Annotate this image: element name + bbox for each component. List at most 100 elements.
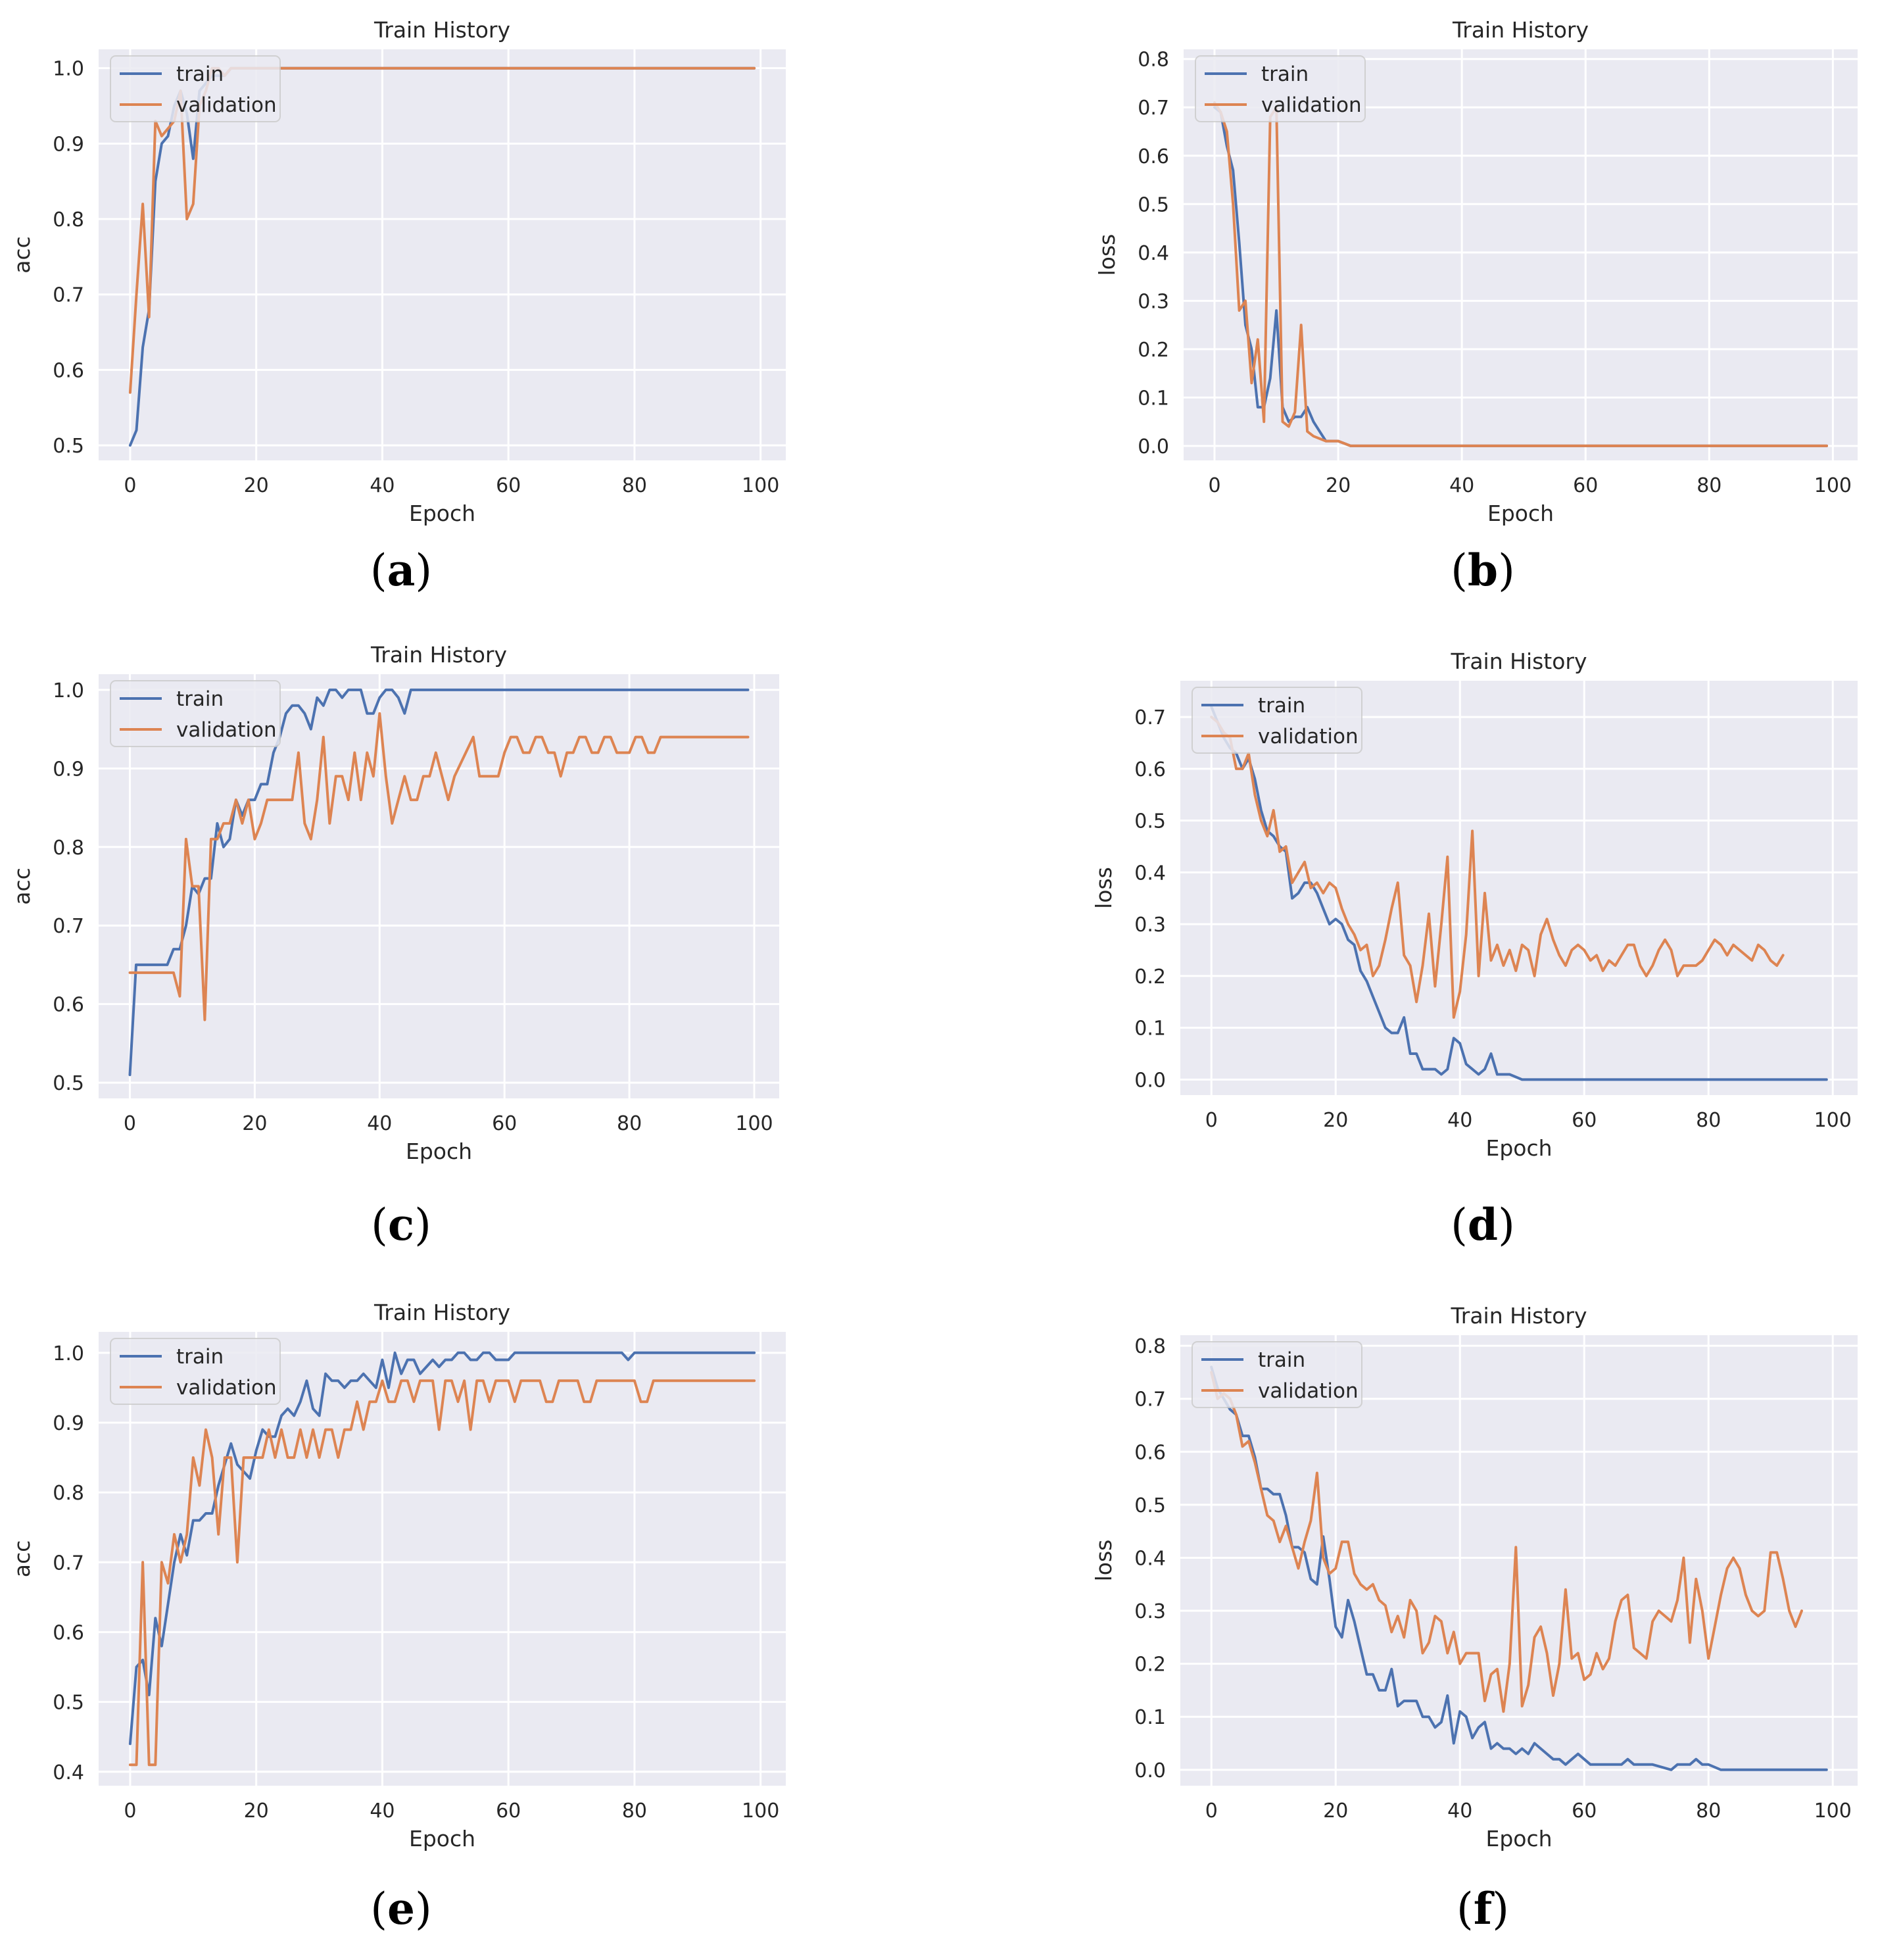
series-line-validation bbox=[128, 1379, 756, 1767]
caption-paren-close: ) bbox=[1498, 1200, 1515, 1250]
x-tick-label: 0 bbox=[1208, 474, 1220, 497]
chart-a: 0 20 40 60 80 100 0.5 0.6 0.7 0.8 0.9 1.0 Train Hist… bbox=[9, 17, 786, 596]
legend-label-train: train bbox=[1258, 1348, 1305, 1372]
y-tick-label: 0.6 bbox=[53, 1621, 84, 1644]
legend: train validation bbox=[1192, 1341, 1362, 1408]
legend: train validation bbox=[1195, 55, 1366, 122]
caption-letter: e bbox=[387, 1883, 415, 1934]
caption-letter: a bbox=[387, 545, 416, 596]
caption-paren-open: ( bbox=[1457, 1884, 1474, 1934]
x-tick-label: 80 bbox=[1696, 1800, 1721, 1823]
y-tick-label: 0.4 bbox=[53, 1761, 84, 1784]
y-tick-label: 0.7 bbox=[53, 284, 84, 307]
y-tick-label: 0.3 bbox=[1134, 1600, 1166, 1623]
y-tick-label: 1.0 bbox=[53, 1342, 84, 1365]
y-tick-label: 0.7 bbox=[1134, 706, 1166, 729]
caption: (b) bbox=[1451, 545, 1515, 596]
y-tick-label: 0.9 bbox=[53, 1412, 84, 1435]
series-line-train bbox=[1210, 1365, 1828, 1771]
legend-label-validation: validation bbox=[1258, 725, 1359, 748]
legend-label-validation: validation bbox=[176, 1376, 277, 1400]
x-axis-label: Epoch bbox=[406, 1139, 472, 1164]
caption-paren-open: ( bbox=[1451, 1200, 1468, 1250]
series-line-train bbox=[1210, 705, 1828, 1081]
y-tick-label: 0.2 bbox=[1134, 1654, 1166, 1677]
x-tick-label: 20 bbox=[1326, 474, 1351, 497]
chart-d: 0 20 40 60 80 100 0.0 0.1 0.2 0.3 0.4 0.5 0.6 0.7 Trai… bbox=[1091, 649, 1858, 1250]
x-tick-label: 20 bbox=[244, 1800, 269, 1823]
legend-label-train: train bbox=[176, 1345, 224, 1369]
plot-area bbox=[1180, 1335, 1858, 1786]
caption-letter: d bbox=[1468, 1199, 1498, 1250]
y-tick-label: 0.6 bbox=[1138, 145, 1169, 168]
chart-title: Train History bbox=[1452, 17, 1589, 43]
caption-paren-close: ) bbox=[1492, 1884, 1509, 1934]
x-tick-label: 40 bbox=[1449, 474, 1474, 497]
x-tick-label: 100 bbox=[735, 1112, 773, 1135]
y-tick-label: 0.7 bbox=[53, 915, 84, 938]
caption-paren-open: ( bbox=[1451, 545, 1468, 596]
legend-label-train: train bbox=[1261, 62, 1309, 86]
caption: (a) bbox=[370, 545, 432, 596]
y-tick-label: 0.9 bbox=[53, 758, 84, 781]
series-line-validation bbox=[1210, 716, 1785, 1019]
y-tick-label: 0.8 bbox=[1138, 49, 1169, 72]
x-tick-label: 60 bbox=[1572, 1800, 1597, 1823]
series-line-train bbox=[128, 1351, 756, 1746]
y-axis-label: acc bbox=[9, 868, 35, 905]
y-tick-label: 0.0 bbox=[1134, 1759, 1166, 1782]
y-axis-label: loss bbox=[1091, 1540, 1117, 1582]
x-axis-label: Epoch bbox=[1487, 501, 1554, 526]
y-tick-label: 0.5 bbox=[53, 1072, 84, 1095]
y-tick-label: 0.5 bbox=[53, 435, 84, 458]
y-axis-label: acc bbox=[9, 236, 35, 274]
x-tick-label: 0 bbox=[1205, 1109, 1218, 1132]
chart-c: 0 20 40 60 80 100 0.5 0.6 0.7 0.8 0.9 1.0 Train Hist… bbox=[9, 642, 779, 1250]
x-tick-label: 80 bbox=[1696, 1109, 1721, 1132]
legend-label-validation: validation bbox=[1258, 1379, 1359, 1403]
caption-paren-open: ( bbox=[371, 1200, 388, 1250]
caption: (c) bbox=[371, 1199, 431, 1250]
y-tick-label: 0.7 bbox=[1134, 1388, 1166, 1411]
chart-f: 0 20 40 60 80 100 0.0 0.1 0.2 0.3 0.4 0.5 0.6 0.7 0.8 T… bbox=[1091, 1303, 1858, 1934]
x-tick-label: 40 bbox=[1447, 1800, 1472, 1823]
caption-paren-open: ( bbox=[370, 545, 387, 596]
caption-paren-close: ) bbox=[415, 545, 432, 596]
x-tick-label: 100 bbox=[1814, 1800, 1852, 1823]
x-tick-label: 80 bbox=[617, 1112, 642, 1135]
chart-title: Train History bbox=[373, 1300, 510, 1325]
caption-paren-open: ( bbox=[370, 1884, 387, 1934]
legend: train validation bbox=[110, 1338, 281, 1405]
chart-title: Train History bbox=[373, 17, 510, 43]
y-tick-label: 1.0 bbox=[53, 679, 84, 702]
legend-label-validation: validation bbox=[176, 93, 277, 117]
y-tick-label: 0.5 bbox=[1134, 1494, 1166, 1517]
x-tick-label: 20 bbox=[1323, 1109, 1348, 1132]
y-tick-label: 0.9 bbox=[53, 133, 84, 156]
legend-label-train: train bbox=[176, 687, 224, 711]
caption-letter: b bbox=[1468, 545, 1498, 596]
y-tick-label: 0.2 bbox=[1134, 966, 1166, 989]
chart-title: Train History bbox=[1450, 1303, 1587, 1329]
y-tick-label: 0.8 bbox=[53, 837, 84, 860]
y-tick-label: 0.6 bbox=[53, 994, 84, 1017]
caption: (d) bbox=[1451, 1199, 1515, 1250]
x-axis-label: Epoch bbox=[409, 1826, 475, 1851]
y-axis-label: loss bbox=[1091, 867, 1117, 909]
x-tick-label: 80 bbox=[622, 1800, 647, 1823]
chart-b: 0 20 40 60 80 100 0.0 0.1 0.2 0.3 0.4 0.5 0.6 0.7 0.8 T… bbox=[1094, 17, 1858, 596]
y-tick-label: 0.3 bbox=[1134, 914, 1166, 937]
x-tick-label: 60 bbox=[492, 1112, 517, 1135]
x-tick-label: 60 bbox=[496, 474, 521, 497]
x-tick-label: 80 bbox=[622, 474, 647, 497]
legend-label-validation: validation bbox=[1261, 93, 1362, 117]
y-tick-label: 0.1 bbox=[1134, 1017, 1166, 1041]
x-tick-label: 0 bbox=[1205, 1800, 1218, 1823]
legend: train validation bbox=[110, 680, 281, 747]
x-tick-label: 20 bbox=[244, 474, 269, 497]
legend-label-train: train bbox=[176, 62, 224, 86]
x-tick-label: 100 bbox=[1814, 1109, 1852, 1132]
chart-title: Train History bbox=[370, 642, 507, 668]
legend-label-validation: validation bbox=[176, 718, 277, 742]
